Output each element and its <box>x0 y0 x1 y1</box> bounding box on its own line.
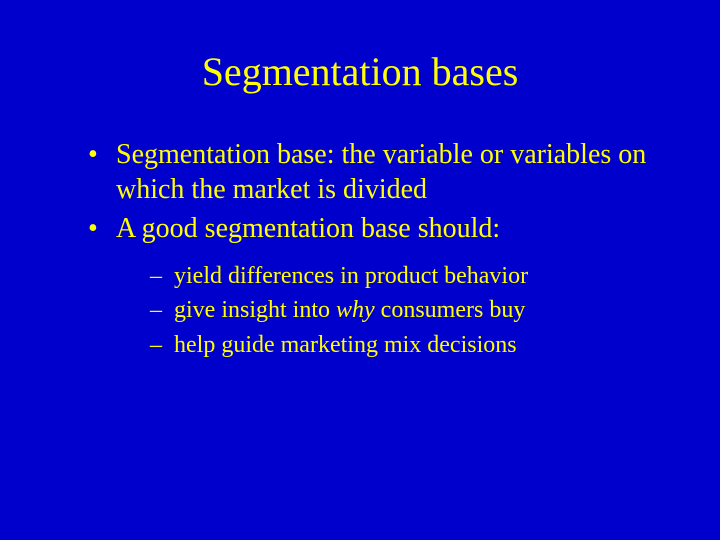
sub-list: yield differences in product behavior gi… <box>116 260 660 361</box>
slide-title: Segmentation bases <box>60 48 660 95</box>
sub-text: help guide marketing mix decisions <box>174 332 517 358</box>
sub-item: help guide marketing mix decisions <box>150 329 660 361</box>
sub-text: yield differences in product behavior <box>174 263 528 289</box>
bullet-item: Segmentation base: the variable or varia… <box>88 137 660 207</box>
bullet-item: A good segmentation base should: yield d… <box>88 211 660 361</box>
sub-item: yield differences in product behavior <box>150 260 660 292</box>
bullet-text: Segmentation base: the variable or varia… <box>116 139 646 205</box>
sub-text-suffix: consumers buy <box>375 297 526 323</box>
sub-text-prefix: give insight into <box>174 297 336 323</box>
bullet-text: A good segmentation base should: <box>116 213 500 244</box>
sub-item: give insight into why consumers buy <box>150 294 660 326</box>
sub-text-italic: why <box>336 297 375 323</box>
bullet-list: Segmentation base: the variable or varia… <box>60 137 660 361</box>
slide: Segmentation bases Segmentation base: th… <box>0 0 720 540</box>
